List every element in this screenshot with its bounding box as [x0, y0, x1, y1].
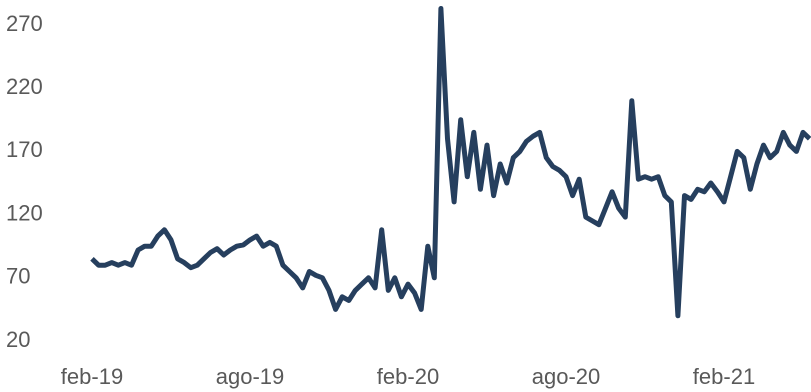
y-tick-label: 20 — [6, 327, 30, 352]
x-tick-label: ago-19 — [216, 364, 285, 389]
y-tick-label: 220 — [6, 74, 43, 99]
y-tick-label: 70 — [6, 264, 30, 289]
y-tick-label: 170 — [6, 137, 43, 162]
x-tick-label: ago-20 — [532, 364, 601, 389]
y-tick-label: 270 — [6, 11, 43, 36]
y-tick-label: 120 — [6, 200, 43, 225]
x-tick-label: feb-19 — [61, 364, 123, 389]
x-tick-label: feb-20 — [377, 364, 439, 389]
line-series — [90, 6, 811, 319]
x-tick-label: feb-21 — [693, 364, 755, 389]
